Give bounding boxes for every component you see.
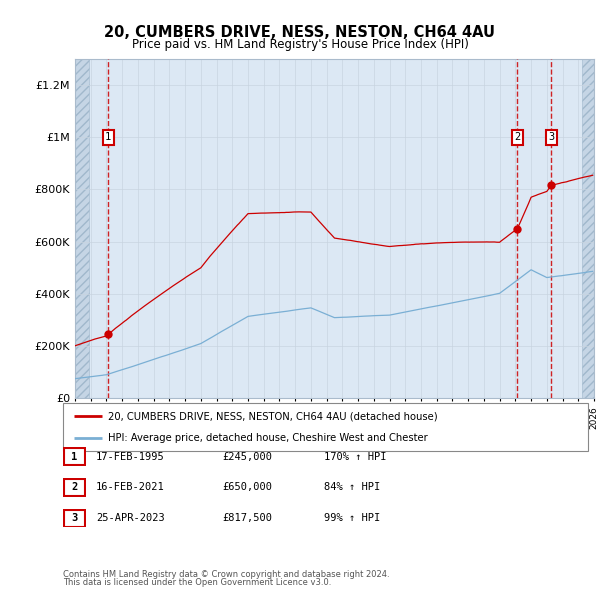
Text: 3: 3 <box>548 132 554 142</box>
Text: Price paid vs. HM Land Registry's House Price Index (HPI): Price paid vs. HM Land Registry's House … <box>131 38 469 51</box>
Text: 17-FEB-1995: 17-FEB-1995 <box>96 452 165 461</box>
Text: 25-APR-2023: 25-APR-2023 <box>96 513 165 523</box>
Text: 1: 1 <box>105 132 112 142</box>
Text: 16-FEB-2021: 16-FEB-2021 <box>96 483 165 492</box>
Text: This data is licensed under the Open Government Licence v3.0.: This data is licensed under the Open Gov… <box>63 578 331 587</box>
Bar <box>75 59 89 398</box>
Text: 99% ↑ HPI: 99% ↑ HPI <box>324 513 380 523</box>
FancyBboxPatch shape <box>64 448 85 465</box>
FancyBboxPatch shape <box>63 403 588 451</box>
Text: Contains HM Land Registry data © Crown copyright and database right 2024.: Contains HM Land Registry data © Crown c… <box>63 570 389 579</box>
Text: £650,000: £650,000 <box>222 483 272 492</box>
Text: 20, CUMBERS DRIVE, NESS, NESTON, CH64 4AU: 20, CUMBERS DRIVE, NESS, NESTON, CH64 4A… <box>104 25 496 40</box>
Text: 2: 2 <box>514 132 520 142</box>
Text: 2: 2 <box>71 483 77 492</box>
Text: 3: 3 <box>71 513 77 523</box>
Bar <box>582 59 594 398</box>
Text: £245,000: £245,000 <box>222 452 272 461</box>
Text: £817,500: £817,500 <box>222 513 272 523</box>
FancyBboxPatch shape <box>64 510 85 526</box>
Text: 1: 1 <box>71 452 77 461</box>
Text: 170% ↑ HPI: 170% ↑ HPI <box>324 452 386 461</box>
Text: 84% ↑ HPI: 84% ↑ HPI <box>324 483 380 492</box>
FancyBboxPatch shape <box>64 479 85 496</box>
Text: 20, CUMBERS DRIVE, NESS, NESTON, CH64 4AU (detached house): 20, CUMBERS DRIVE, NESS, NESTON, CH64 4A… <box>107 411 437 421</box>
Text: HPI: Average price, detached house, Cheshire West and Chester: HPI: Average price, detached house, Ches… <box>107 433 427 443</box>
